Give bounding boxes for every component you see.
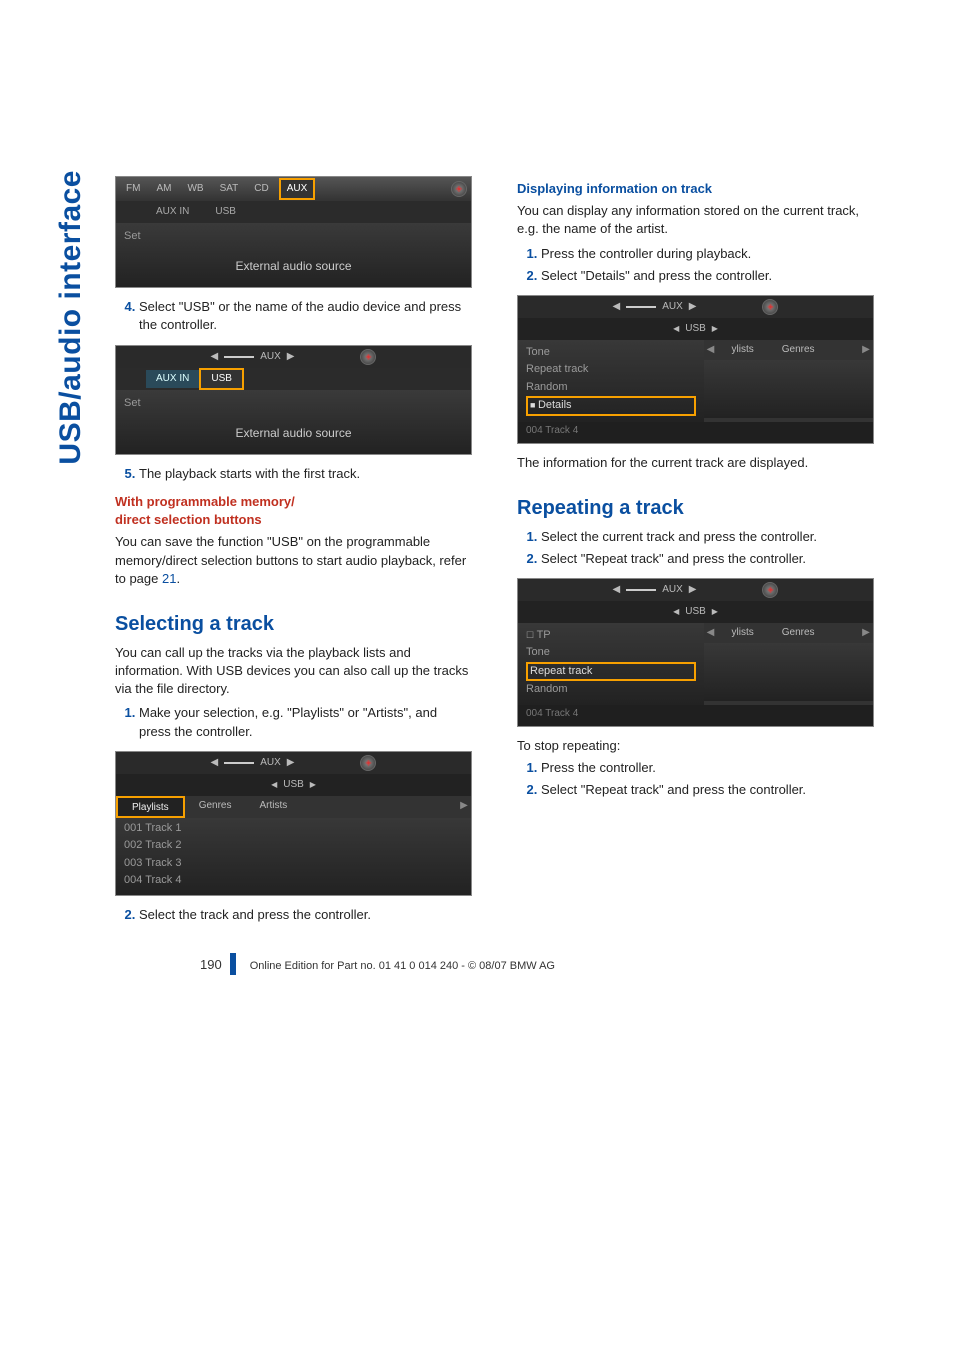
screenshot-details: ◀ AUX ▶ ◈ ◀ USB ▶ Tone Repeat track Rand… — [517, 295, 874, 444]
arrow-left-icon: ◀ — [271, 779, 277, 790]
arrow-right-icon: ▶ — [310, 779, 316, 790]
arrow-right-icon: ▶ — [859, 340, 873, 360]
ss3-row-1: 001 Track 1 — [124, 820, 463, 837]
ss1-subtab-auxin: AUX IN — [146, 203, 199, 221]
ss2-body-text: External audio source — [124, 411, 463, 442]
footer-bar — [230, 953, 236, 975]
step-5: The playback starts with the first track… — [139, 465, 472, 483]
ss1-tab-am: AM — [150, 180, 177, 198]
idrive-knob-icon: ◈ — [762, 299, 778, 315]
ss1-tab-sat: SAT — [214, 180, 245, 198]
arrow-left-icon: ◀ — [613, 300, 621, 314]
ss2-nav-text: AUX — [260, 350, 281, 364]
display-step-2: Select "Details" and press the controlle… — [541, 267, 874, 285]
stop-repeating-label: To stop repeating: — [517, 737, 874, 755]
left-column: FM AM WB SAT CD AUX ◈ AUX IN USB Set Ext… — [115, 170, 472, 935]
ss1-tab-aux: AUX — [279, 178, 316, 200]
ss1-subtab-usb: USB — [205, 203, 246, 221]
display-after-paragraph: The information for the current track ar… — [517, 454, 874, 472]
step-4: Select "USB" or the name of the audio de… — [139, 298, 472, 334]
screenshot-usb-select: ◀ AUX ▶ ◈ AUX IN USB Set External audio … — [115, 345, 472, 455]
ss4-nav2-text: USB — [685, 322, 706, 336]
arrow-left-icon: ◀ — [704, 340, 718, 360]
ss5-tab-ylists: ylists — [718, 623, 768, 643]
right-column: Displaying information on track You can … — [517, 170, 874, 935]
selecting-step-2: Select the track and press the controlle… — [139, 906, 472, 924]
ss5-nav-text: AUX — [662, 583, 683, 597]
ss3-nav-text: AUX — [260, 756, 281, 770]
page-link-21[interactable]: 21 — [162, 571, 176, 586]
ss3-row-2: 002 Track 2 — [124, 837, 463, 854]
arrow-left-icon: ◀ — [211, 350, 219, 364]
screenshot-aux-tabs: FM AM WB SAT CD AUX ◈ AUX IN USB Set Ext… — [115, 176, 472, 288]
screenshot-repeat-track: ◀ AUX ▶ ◈ ◀ USB ▶ ☐ TP Tone Repeat track — [517, 578, 874, 727]
arrow-right-icon: ▶ — [457, 796, 471, 818]
idrive-knob-icon: ◈ — [451, 181, 467, 197]
arrow-right-icon: ▶ — [287, 756, 295, 770]
ss3-tab-playlists: Playlists — [116, 796, 185, 818]
screenshot-playlists: ◀ AUX ▶ ◈ ◀ USB ▶ Playlists Genres Artis… — [115, 751, 472, 897]
ss5-tab-genres: Genres — [768, 623, 829, 643]
heading-displaying-info: Displaying information on track — [517, 180, 874, 198]
display-step-1: Press the controller during playback. — [541, 245, 874, 263]
ss3-row-3: 003 Track 3 — [124, 855, 463, 872]
ss5-footer: 004 Track 4 — [518, 705, 873, 726]
programmable-memory-paragraph: You can save the function "USB" on the p… — [115, 533, 472, 588]
ss5-nav2-text: USB — [685, 605, 706, 619]
ss1-set-label: Set — [124, 229, 463, 244]
ss1-body-text: External audio source — [124, 244, 463, 275]
ss1-tab-cd: CD — [248, 180, 274, 198]
ss3-tab-artists: Artists — [245, 796, 301, 818]
repeat-step-2: Select "Repeat track" and press the cont… — [541, 550, 874, 568]
ss4-footer: 004 Track 4 — [518, 422, 873, 443]
heading-repeating-track: Repeating a track — [517, 494, 874, 522]
ss1-tab-fm: FM — [120, 180, 146, 198]
displaying-info-paragraph: You can display any information stored o… — [517, 202, 874, 238]
ss1-tab-wb: WB — [181, 180, 209, 198]
ss4-tab-genres: Genres — [768, 340, 829, 360]
idrive-knob-icon: ◈ — [360, 349, 376, 365]
ss4-row-tone: Tone — [526, 344, 696, 361]
ss5-row-repeat: Repeat track — [526, 662, 696, 681]
ss5-row-tone: Tone — [526, 644, 696, 661]
selecting-track-paragraph: You can call up the tracks via the playb… — [115, 644, 472, 699]
arrow-right-icon: ▶ — [689, 300, 697, 314]
page-number: 190 — [200, 956, 222, 974]
stop-step-1: Press the controller. — [541, 759, 874, 777]
selecting-step-1: Make your selection, e.g. "Playlists" or… — [139, 704, 472, 740]
ss2-set-label: Set — [124, 396, 463, 411]
ss2-subtab-usb: USB — [199, 368, 244, 390]
idrive-knob-icon: ◈ — [360, 755, 376, 771]
arrow-left-icon: ◀ — [211, 756, 219, 770]
repeat-step-1: Select the current track and press the c… — [541, 528, 874, 546]
heading-programmable-memory: With programmable memory/ direct selecti… — [115, 493, 472, 529]
ss4-row-random: Random — [526, 379, 696, 396]
idrive-knob-icon: ◈ — [762, 582, 778, 598]
ss3-row-4: 004 Track 4 — [124, 872, 463, 889]
ss4-row-repeat: Repeat track — [526, 361, 696, 378]
ss5-row-tp: ☐ TP — [526, 627, 696, 644]
sidebar-title: USB/audio interface — [50, 170, 92, 465]
arrow-left-icon: ◀ — [613, 583, 621, 597]
arrow-right-icon: ▶ — [287, 350, 295, 364]
stop-step-2: Select "Repeat track" and press the cont… — [541, 781, 874, 799]
footer-text: Online Edition for Part no. 01 41 0 014 … — [250, 959, 555, 974]
arrow-right-icon: ▶ — [689, 583, 697, 597]
ss5-row-random: Random — [526, 681, 696, 698]
ss4-row-details: Details — [526, 396, 696, 415]
ss4-nav-text: AUX — [662, 300, 683, 314]
ss3-nav2-text: USB — [283, 778, 304, 792]
ss4-tab-ylists: ylists — [718, 340, 768, 360]
ss3-tab-genres: Genres — [185, 796, 246, 818]
ss2-subtab-auxin: AUX IN — [146, 370, 199, 388]
heading-selecting-track: Selecting a track — [115, 610, 472, 638]
